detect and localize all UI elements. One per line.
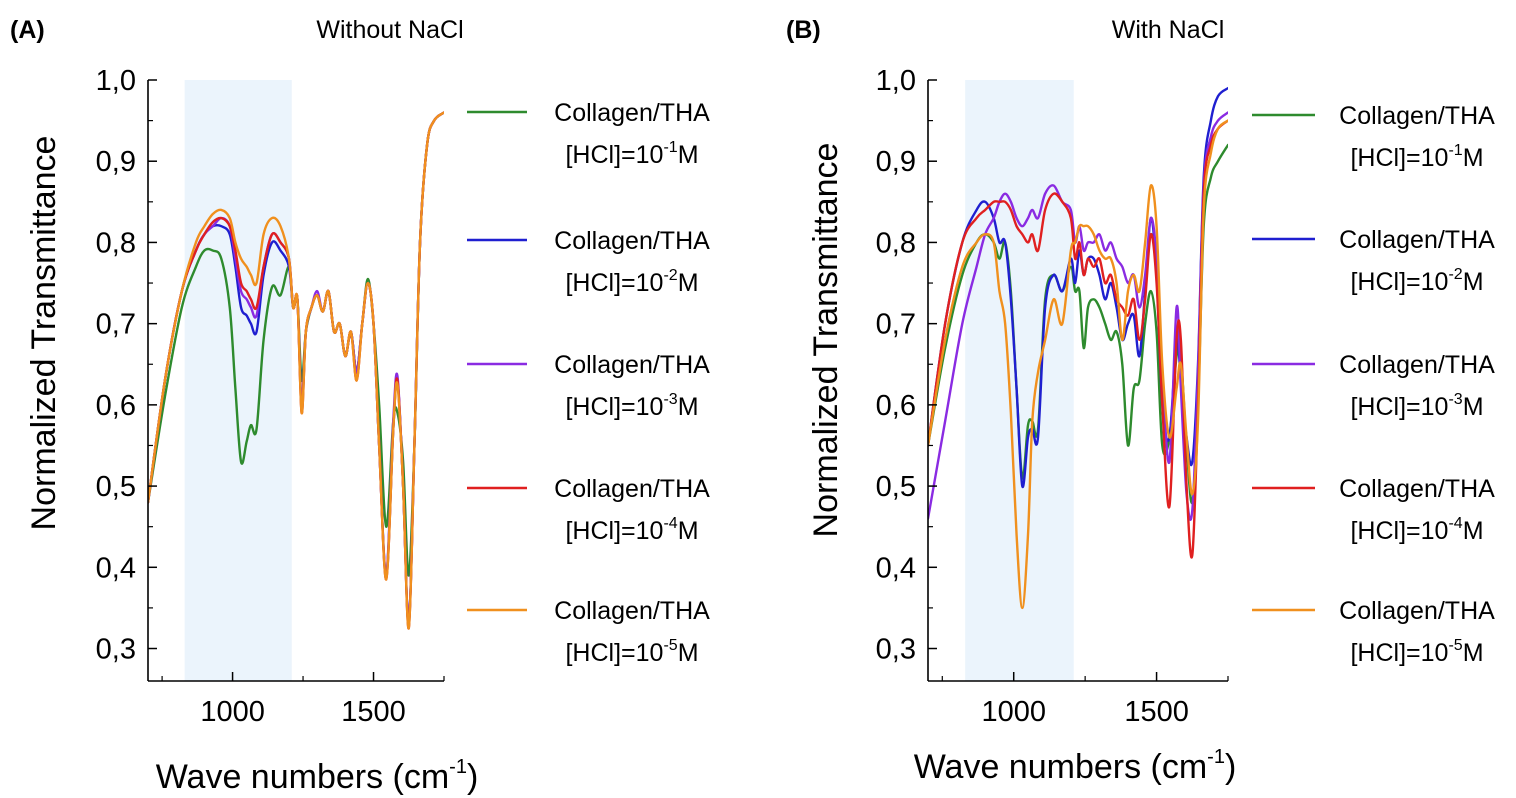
x-axis-label: Wave numbers (cm-1): [156, 756, 479, 796]
legend-entry-concentration: [HCl]=10-5M: [1350, 637, 1483, 667]
legend-conc-suffix: M: [678, 639, 699, 667]
legend-conc-prefix: [HCl]=10: [565, 141, 663, 169]
x-tick-label: 1000: [200, 696, 265, 728]
legend-conc-prefix: [HCl]=10: [565, 393, 663, 421]
legend-entry-name: Collagen/THA: [554, 99, 710, 127]
legend-conc-suffix: M: [1463, 393, 1484, 421]
legend-entry-name: Collagen/THA: [1339, 475, 1495, 503]
x-tick-label: 1500: [341, 696, 406, 728]
legend-entry-name: Collagen/THA: [1339, 102, 1495, 130]
legend-entry-name: Collagen/THA: [554, 475, 710, 503]
legend-conc-prefix: [HCl]=10: [1350, 268, 1448, 296]
x-axis-label-end: ): [1225, 748, 1236, 786]
legend-entry-concentration: [HCl]=10-3M: [1350, 391, 1483, 421]
legend-conc-exp: -2: [1448, 266, 1462, 283]
legend-conc-suffix: M: [678, 517, 699, 545]
legend-entry-concentration: [HCl]=10-5M: [565, 637, 698, 667]
x-tick-label: 1500: [1124, 696, 1189, 728]
y-tick-label: 0,3: [876, 634, 916, 666]
y-axis-label: Normalized Transmittance: [25, 136, 63, 531]
y-tick-label: 0,8: [96, 227, 136, 259]
panel-label: (A): [10, 16, 45, 44]
panel-b: (B) With NaCl 0,3 0,4 0,5 0,6 0,7 0,8 0,9 1,0 1000…: [786, 16, 1495, 786]
legend-entry-concentration: [HCl]=10-3M: [565, 391, 698, 421]
legend-entry-name: Collagen/THA: [554, 227, 710, 255]
y-tick-label: 0,7: [96, 309, 136, 341]
legend-conc-suffix: M: [1463, 144, 1484, 172]
series-group: [148, 111, 444, 630]
legend-entry-concentration: [HCl]=10-2M: [1350, 266, 1483, 296]
legend-conc-prefix: [HCl]=10: [1350, 639, 1448, 667]
legend-conc-prefix: [HCl]=10: [565, 269, 663, 297]
y-tick-label: 0,6: [96, 390, 136, 422]
legend-conc-exp: -4: [663, 515, 677, 532]
panel-a: (A) Without NaCl 0,3 0,4 0,5 0,6 0,7 0,8 0,9 1,0 1…: [10, 16, 710, 796]
series-line--5: [148, 111, 444, 630]
y-tick-label: 0,5: [876, 471, 916, 503]
legend-conc-prefix: [HCl]=10: [565, 639, 663, 667]
legend-conc-exp: -4: [1448, 515, 1462, 532]
y-tick-label: 0,9: [876, 146, 916, 178]
x-tick-label: 1000: [981, 696, 1046, 728]
legend-entry-concentration: [HCl]=10-1M: [565, 139, 698, 169]
y-tick-label: 0,4: [96, 552, 136, 584]
x-axis-label-end: ): [467, 758, 478, 796]
y-tick-label: 0,8: [876, 227, 916, 259]
legend-entry-concentration: [HCl]=10-4M: [1350, 515, 1483, 545]
panel-label: (B): [786, 16, 821, 44]
legend: Collagen/THA[HCl]=10-1MCollagen/THA[HCl]…: [467, 99, 710, 667]
legend-entry-concentration: [HCl]=10-4M: [565, 515, 698, 545]
legend: Collagen/THA[HCl]=10-1MCollagen/THA[HCl]…: [1252, 102, 1495, 667]
x-axis-label: Wave numbers (cm-1): [914, 746, 1237, 786]
legend-conc-exp: -5: [663, 637, 677, 654]
legend-conc-suffix: M: [1463, 268, 1484, 296]
legend-conc-suffix: M: [1463, 639, 1484, 667]
legend-entry-name: Collagen/THA: [1339, 226, 1495, 254]
series-line--5: [928, 119, 1228, 610]
legend-conc-prefix: [HCl]=10: [1350, 517, 1448, 545]
legend-conc-suffix: M: [678, 269, 699, 297]
legend-conc-suffix: M: [678, 393, 699, 421]
legend-entry-name: Collagen/THA: [554, 351, 710, 379]
y-tick-label: 0,9: [96, 146, 136, 178]
x-axis-label-sup: -1: [449, 756, 467, 778]
y-tick-label: 0,3: [96, 634, 136, 666]
x-axis-label-main: Wave numbers (cm: [156, 758, 449, 796]
y-tick-label: 1,0: [96, 65, 136, 97]
series-group: [928, 86, 1228, 610]
y-axis-label: Normalized Transmittance: [807, 143, 845, 538]
y-tick-label: 0,4: [876, 552, 916, 584]
legend-conc-exp: -3: [1448, 391, 1462, 408]
series-line--3: [928, 111, 1228, 521]
legend-entry-concentration: [HCl]=10-1M: [1350, 142, 1483, 172]
legend-entry-name: Collagen/THA: [1339, 597, 1495, 625]
legend-conc-prefix: [HCl]=10: [565, 517, 663, 545]
x-axis-label-sup: -1: [1207, 746, 1225, 768]
panel-title: Without NaCl: [316, 16, 463, 44]
legend-conc-exp: -1: [663, 139, 677, 156]
legend-conc-suffix: M: [678, 141, 699, 169]
panel-title: With NaCl: [1112, 16, 1225, 44]
legend-conc-suffix: M: [1463, 517, 1484, 545]
legend-conc-prefix: [HCl]=10: [1350, 144, 1448, 172]
legend-conc-exp: -3: [663, 391, 677, 408]
y-tick-label: 0,5: [96, 471, 136, 503]
legend-entry-name: Collagen/THA: [554, 597, 710, 625]
series-line--4: [928, 119, 1228, 559]
legend-entry-concentration: [HCl]=10-2M: [565, 267, 698, 297]
y-tick-label: 1,0: [876, 65, 916, 97]
legend-conc-exp: -5: [1448, 637, 1462, 654]
legend-entry-name: Collagen/THA: [1339, 351, 1495, 379]
legend-conc-exp: -1: [1448, 142, 1462, 159]
legend-conc-exp: -2: [663, 267, 677, 284]
y-tick-label: 0,6: [876, 390, 916, 422]
highlight-band: [184, 80, 292, 681]
x-axis-label-main: Wave numbers (cm: [914, 748, 1207, 786]
legend-conc-prefix: [HCl]=10: [1350, 393, 1448, 421]
y-tick-label: 0,7: [876, 309, 916, 341]
